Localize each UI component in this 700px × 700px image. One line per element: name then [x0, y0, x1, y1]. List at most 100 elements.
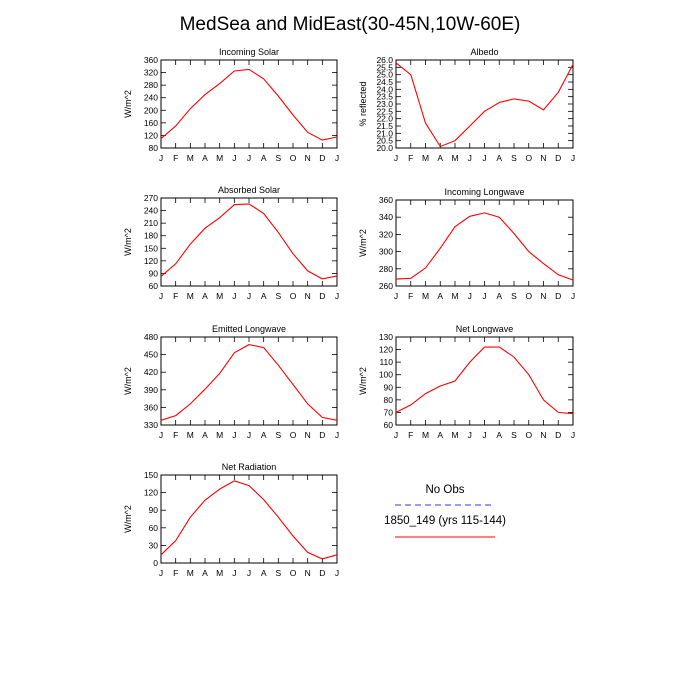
- x-tick-label: S: [511, 430, 517, 440]
- y-tick-label: 80: [384, 395, 394, 405]
- x-tick-label: D: [319, 153, 325, 163]
- x-tick-label: D: [555, 153, 561, 163]
- x-tick-label: J: [159, 153, 163, 163]
- y-tick-label: 21.0: [376, 128, 393, 138]
- y-tick-label: 22.5: [376, 106, 393, 116]
- x-tick-label: J: [482, 291, 486, 301]
- chart-panel: Incoming Longwave 260 280 300 320 340 360 W/m^2…: [358, 187, 575, 301]
- chart-panel: Albedo20.020.521.021.522.022.523.023.524…: [358, 47, 575, 163]
- y-tick-label: 120: [379, 345, 393, 355]
- x-tick-label: M: [451, 153, 458, 163]
- x-tick-label: N: [540, 153, 546, 163]
- x-tick-label: M: [187, 430, 194, 440]
- panel-title: Incoming Longwave: [444, 187, 524, 197]
- x-tick-label: A: [261, 291, 267, 301]
- panel-title: Emitted Longwave: [212, 324, 286, 334]
- chart-panels: Incoming Solar 80 120 160 200 240 280 320 360 W/m…: [123, 47, 575, 578]
- y-axis-label: W/m^2: [123, 228, 133, 256]
- y-tick-label: 330: [144, 420, 158, 430]
- y-tick-label: 20.0: [376, 143, 393, 153]
- x-tick-label: J: [232, 153, 236, 163]
- y-tick-label: 270: [144, 193, 158, 203]
- x-tick-label: M: [187, 291, 194, 301]
- legend-label-model: 1850_149 (yrs 115-144): [384, 515, 506, 527]
- series-line: [160, 344, 338, 421]
- y-axis-label: W/m^2: [123, 367, 133, 395]
- series-line: [160, 480, 338, 560]
- x-tick-label: J: [394, 291, 398, 301]
- x-tick-label: N: [540, 291, 546, 301]
- x-tick-label: F: [408, 430, 413, 440]
- y-axis-label: % reflected: [358, 81, 368, 126]
- x-tick-label: A: [202, 430, 208, 440]
- y-tick-label: 70: [384, 407, 394, 417]
- x-tick-label: N: [305, 430, 311, 440]
- x-tick-label: J: [482, 430, 486, 440]
- x-tick-label: J: [247, 568, 251, 578]
- y-tick-label: 150: [144, 243, 158, 253]
- x-tick-label: J: [394, 153, 398, 163]
- x-tick-label: O: [290, 153, 297, 163]
- y-tick-label: 60: [384, 420, 394, 430]
- x-tick-label: F: [173, 430, 178, 440]
- y-tick-label: 320: [144, 68, 158, 78]
- x-tick-label: J: [247, 153, 251, 163]
- figure-title: MedSea and MidEast(30-45N,10W-60E): [180, 14, 521, 35]
- y-tick-label: 240: [144, 93, 158, 103]
- y-tick-label: 480: [144, 332, 158, 342]
- x-tick-label: O: [525, 153, 532, 163]
- x-tick-label: A: [261, 568, 267, 578]
- x-tick-label: A: [261, 153, 267, 163]
- x-tick-label: M: [422, 153, 429, 163]
- x-tick-label: F: [173, 291, 178, 301]
- x-tick-label: J: [468, 430, 472, 440]
- x-tick-label: A: [437, 153, 443, 163]
- x-tick-label: D: [319, 291, 325, 301]
- x-tick-label: D: [319, 568, 325, 578]
- x-tick-label: S: [275, 291, 281, 301]
- x-tick-label: F: [173, 568, 178, 578]
- y-tick-label: 80: [149, 143, 159, 153]
- y-tick-label: 22.0: [376, 114, 393, 124]
- x-tick-label: A: [496, 291, 502, 301]
- x-tick-label: J: [159, 430, 163, 440]
- y-tick-label: 90: [149, 268, 159, 278]
- x-tick-label: M: [422, 291, 429, 301]
- x-tick-label: N: [540, 430, 546, 440]
- x-tick-label: O: [525, 430, 532, 440]
- series-line: [395, 212, 574, 281]
- y-tick-label: 280: [144, 80, 158, 90]
- x-tick-label: A: [202, 153, 208, 163]
- y-tick-label: 90: [149, 505, 159, 515]
- y-tick-label: 360: [144, 55, 158, 65]
- x-tick-label: A: [496, 153, 502, 163]
- x-tick-label: D: [319, 430, 325, 440]
- y-tick-label: 120: [144, 256, 158, 266]
- x-tick-label: M: [216, 291, 223, 301]
- y-tick-label: 30: [149, 540, 159, 550]
- x-tick-label: A: [202, 291, 208, 301]
- y-tick-label: 23.5: [376, 92, 393, 102]
- x-tick-label: M: [451, 291, 458, 301]
- x-tick-label: F: [173, 153, 178, 163]
- x-tick-label: A: [261, 430, 267, 440]
- y-tick-label: 180: [144, 231, 158, 241]
- x-tick-label: J: [232, 568, 236, 578]
- x-tick-label: J: [571, 291, 575, 301]
- y-tick-label: 240: [144, 206, 158, 216]
- y-tick-label: 300: [379, 247, 393, 257]
- panel-title: Absorbed Solar: [218, 185, 280, 195]
- y-tick-label: 25.0: [376, 70, 393, 80]
- x-tick-label: D: [555, 291, 561, 301]
- y-tick-label: 60: [149, 281, 159, 291]
- y-axis-label: W/m^2: [358, 229, 368, 257]
- x-tick-label: S: [275, 430, 281, 440]
- x-tick-label: J: [482, 153, 486, 163]
- y-tick-label: 360: [379, 195, 393, 205]
- x-tick-label: N: [305, 153, 311, 163]
- y-tick-label: 26.0: [376, 55, 393, 65]
- x-tick-label: S: [511, 291, 517, 301]
- x-tick-label: J: [247, 430, 251, 440]
- x-tick-label: J: [159, 568, 163, 578]
- y-tick-label: 23.0: [376, 99, 393, 109]
